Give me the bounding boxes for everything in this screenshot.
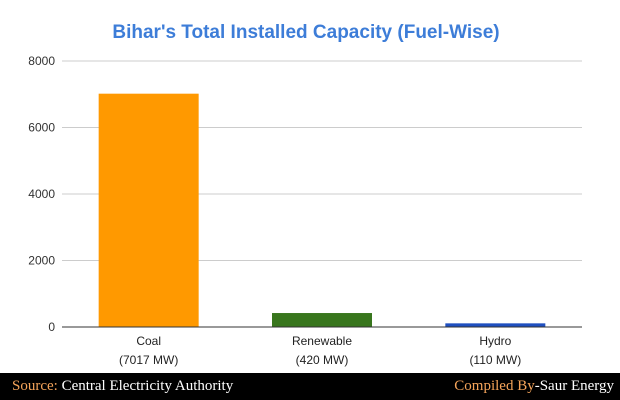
y-tick-label: 0 (48, 320, 55, 334)
footer-bar: Source: Central Electricity Authority Co… (0, 373, 620, 400)
x-value-label: (110 MW) (469, 353, 521, 367)
compiled-credit: Compiled By-Saur Energy (454, 378, 614, 395)
y-axis-ticks: 0 2000 4000 6000 8000 (28, 54, 55, 334)
x-tick-label: Hydro (479, 334, 511, 348)
source-label: Source: (12, 378, 58, 394)
x-value-label: (7017 MW) (119, 353, 178, 367)
bar-hydro (445, 323, 546, 327)
y-tick-label: 8000 (28, 54, 55, 68)
source-credit: Source: Central Electricity Authority (12, 378, 233, 395)
source-text: Central Electricity Authority (57, 378, 234, 394)
x-axis-labels: Coal (7017 MW) Renewable (420 MW) Hydro (110 … (119, 334, 521, 367)
bar-chart: Bihar's Total Installed Capacity (Fuel-W… (28, 22, 582, 367)
y-tick-label: 6000 (28, 121, 55, 135)
bars (98, 93, 546, 327)
x-tick-label: Renewable (292, 334, 352, 348)
y-tick-label: 4000 (28, 187, 55, 201)
compiled-text: -Saur Energy (534, 378, 614, 394)
compiled-label: Compiled By (454, 378, 535, 394)
bar-renewable (272, 313, 372, 327)
chart-title: Bihar's Total Installed Capacity (Fuel-W… (112, 22, 499, 43)
y-tick-label: 2000 (28, 254, 55, 268)
bar-coal (98, 93, 199, 327)
x-tick-label: Coal (136, 334, 161, 348)
x-value-label: (420 MW) (296, 353, 349, 367)
